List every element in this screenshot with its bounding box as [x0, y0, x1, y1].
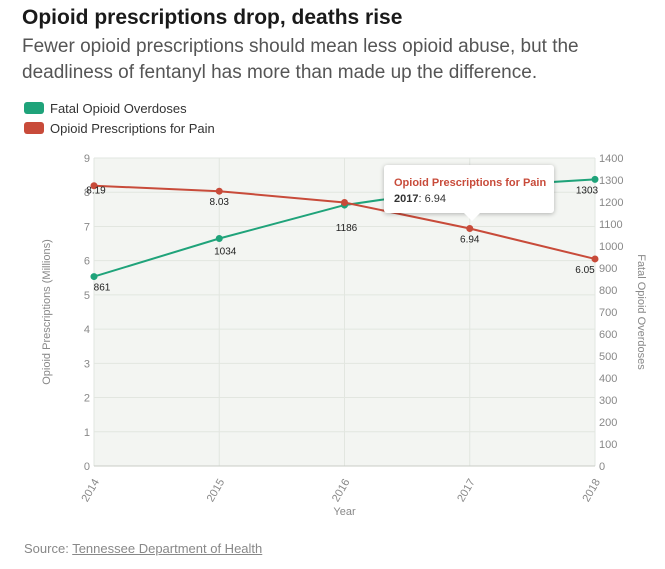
y-right-tick-label: 1300 — [599, 175, 623, 187]
y-right-tick-label: 800 — [599, 285, 617, 297]
x-tick-label: 2016 — [330, 477, 353, 504]
tooltip-value-line: 2017: 6.94 — [394, 193, 446, 205]
y-left-tick-label: 9 — [84, 153, 90, 165]
legend: Fatal Opioid Overdoses Opioid Prescripti… — [24, 98, 215, 138]
data-label: 6.05 — [575, 265, 595, 276]
y-right-tick-label: 1100 — [599, 219, 623, 231]
chart-title: Opioid prescriptions drop, deaths rise — [22, 6, 403, 29]
legend-item-prescriptions[interactable]: Opioid Prescriptions for Pain — [24, 118, 215, 138]
legend-item-overdoses[interactable]: Fatal Opioid Overdoses — [24, 98, 215, 118]
y-left-tick-label: 1 — [84, 427, 90, 439]
data-label: 8.03 — [210, 197, 230, 208]
tooltip: Opioid Prescriptions for Pain 2017: 6.94 — [384, 165, 554, 221]
data-point — [215, 235, 223, 243]
y-left-tick-label: 8 — [84, 187, 90, 199]
data-label: 1186 — [336, 223, 358, 234]
legend-swatch-overdoses — [24, 102, 44, 114]
y-left-axis-title: Opioid Prescriptions (Millions) — [41, 239, 53, 385]
y-left-tick-label: 5 — [84, 290, 90, 302]
x-axis-title: Year — [333, 506, 356, 518]
data-label: 861 — [94, 283, 111, 294]
data-point — [215, 187, 223, 195]
x-tick-label: 2018 — [580, 477, 603, 504]
y-right-tick-label: 1000 — [599, 241, 623, 253]
y-right-tick-label: 700 — [599, 307, 617, 319]
tooltip-series: Opioid Prescriptions for Pain — [394, 177, 547, 189]
legend-label-overdoses: Fatal Opioid Overdoses — [50, 100, 187, 116]
y-right-tick-label: 200 — [599, 417, 617, 429]
data-point — [90, 182, 98, 190]
y-left-tick-label: 2 — [84, 393, 90, 405]
tooltip-x: 2017 — [394, 193, 419, 205]
y-right-axis-title: Fatal Opioid Overdoses — [635, 254, 647, 370]
y-right-tick-label: 100 — [599, 439, 617, 451]
y-left-tick-label: 0 — [84, 461, 90, 473]
x-tick-label: 2017 — [455, 477, 478, 504]
data-label: 8.19 — [86, 186, 106, 197]
y-right-tick-label: 400 — [599, 373, 617, 385]
legend-label-prescriptions: Opioid Prescriptions for Pain — [50, 120, 215, 136]
source-prefix: Source: — [24, 541, 69, 556]
y-right-tick-label: 0 — [599, 461, 605, 473]
data-point — [591, 175, 599, 183]
source-link[interactable]: Tennessee Department of Health — [72, 541, 263, 556]
y-left-tick-label: 4 — [84, 324, 90, 336]
y-left-tick-label: 7 — [84, 221, 90, 233]
data-point — [341, 198, 348, 206]
data-point — [466, 224, 474, 232]
data-label: 6.94 — [460, 234, 480, 245]
y-right-tick-label: 600 — [599, 329, 617, 341]
data-label: 1034 — [214, 247, 237, 258]
y-right-tick-label: 1400 — [599, 153, 623, 165]
x-tick-label: 2014 — [79, 477, 102, 504]
y-left-tick-label: 3 — [84, 358, 90, 370]
y-right-tick-label: 500 — [599, 351, 617, 363]
tooltip-value: 6.94 — [424, 193, 447, 205]
chart-subtitle: Fewer opioid prescriptions should mean l… — [22, 36, 579, 83]
data-point — [591, 255, 599, 263]
y-left-tick-label: 6 — [84, 256, 90, 268]
y-right-tick-label: 300 — [599, 395, 617, 407]
y-right-tick-label: 1200 — [599, 197, 623, 209]
x-tick-label: 2015 — [205, 477, 228, 504]
y-right-tick-label: 900 — [599, 263, 617, 275]
source-note: Source: Tennessee Department of Health — [24, 541, 262, 556]
legend-swatch-prescriptions — [24, 122, 44, 134]
data-label: 1303 — [576, 185, 599, 196]
tooltip-separator: : — [418, 193, 425, 205]
data-point — [90, 273, 98, 281]
